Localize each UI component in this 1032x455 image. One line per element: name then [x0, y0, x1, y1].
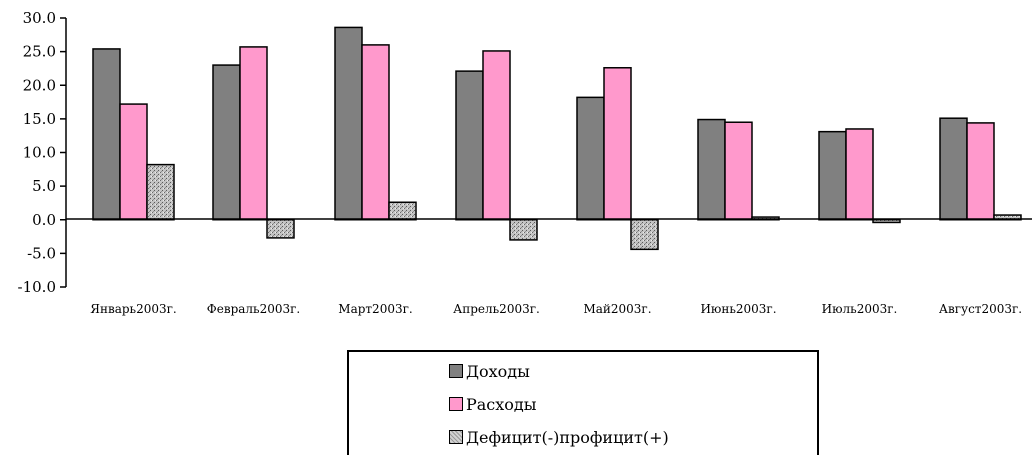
income-bar: [455, 70, 484, 221]
x-tick-label: Январь2003г.: [90, 302, 176, 316]
legend-item-balance: Дефицит(-)профицит(+): [449, 426, 669, 448]
x-tick-label: Август2003г.: [939, 302, 1022, 316]
x-tick-label: Июнь2003г.: [700, 302, 776, 316]
x-tick-label: Февраль2003г.: [207, 302, 300, 316]
income-bar: [818, 130, 847, 221]
legend-swatch-balance: [449, 430, 463, 444]
y-tick-label: -10.0: [18, 278, 56, 296]
income-bar: [212, 64, 241, 221]
y-tick-label: 0.0: [32, 211, 56, 229]
legend: Доходы Расходы Дефицит(-)профицит(+): [347, 350, 819, 455]
legend-label-balance: Дефицит(-)профицит(+): [466, 427, 669, 447]
income-bar: [334, 26, 363, 221]
income-bar: [939, 117, 968, 221]
y-tick-label: 25.0: [23, 43, 56, 61]
legend-item-expenses: Расходы: [449, 393, 537, 415]
y-tick-label: 30.0: [23, 9, 56, 27]
balance-bar: [266, 219, 295, 239]
balance-bar: [388, 201, 417, 221]
balance-bar: [146, 163, 175, 221]
y-tick-label: 10.0: [23, 144, 56, 162]
legend-swatch-income: [449, 364, 463, 378]
expenses-bar: [239, 46, 268, 221]
income-bar: [697, 118, 726, 221]
y-tick-label: 15.0: [23, 110, 56, 128]
income-bar: [576, 96, 605, 221]
legend-label-income: Доходы: [466, 361, 530, 381]
legend-label-expenses: Расходы: [466, 394, 537, 414]
x-tick-label: Март2003г.: [338, 302, 412, 316]
expenses-bar: [724, 121, 753, 221]
y-axis-ticks: 30.0 25.0 20.0 15.0 10.0 5.0 0.0 -5.0 -10.0: [18, 9, 66, 296]
balance-bar: [872, 219, 901, 224]
bars-group: [92, 26, 1022, 251]
x-tick-label: Апрель2003г.: [453, 302, 540, 316]
expenses-bar: [966, 122, 995, 221]
expenses-bar: [361, 44, 390, 221]
expenses-bar: [119, 103, 148, 221]
expenses-bar: [603, 67, 632, 221]
balance-bar: [630, 219, 659, 251]
budget-bar-chart: 30.0 25.0 20.0 15.0 10.0 5.0 0.0 -5.0 -10.0 Янва…: [18, 9, 1032, 316]
expenses-bar: [482, 50, 511, 221]
x-tick-label: Июль2003г.: [822, 302, 898, 316]
legend-swatch-expenses: [449, 397, 463, 411]
y-tick-label: 20.0: [23, 76, 56, 94]
x-tick-label: Май2003г.: [583, 302, 651, 316]
y-tick-label: 5.0: [32, 177, 56, 195]
x-axis-tick-labels: Январь2003г. Февраль2003г. Март2003г. Апрел…: [90, 302, 1022, 316]
balance-bar: [509, 219, 538, 241]
income-bar: [92, 48, 121, 221]
legend-item-income: Доходы: [449, 360, 530, 382]
expenses-bar: [845, 128, 874, 221]
y-tick-label: -5.0: [27, 244, 56, 262]
